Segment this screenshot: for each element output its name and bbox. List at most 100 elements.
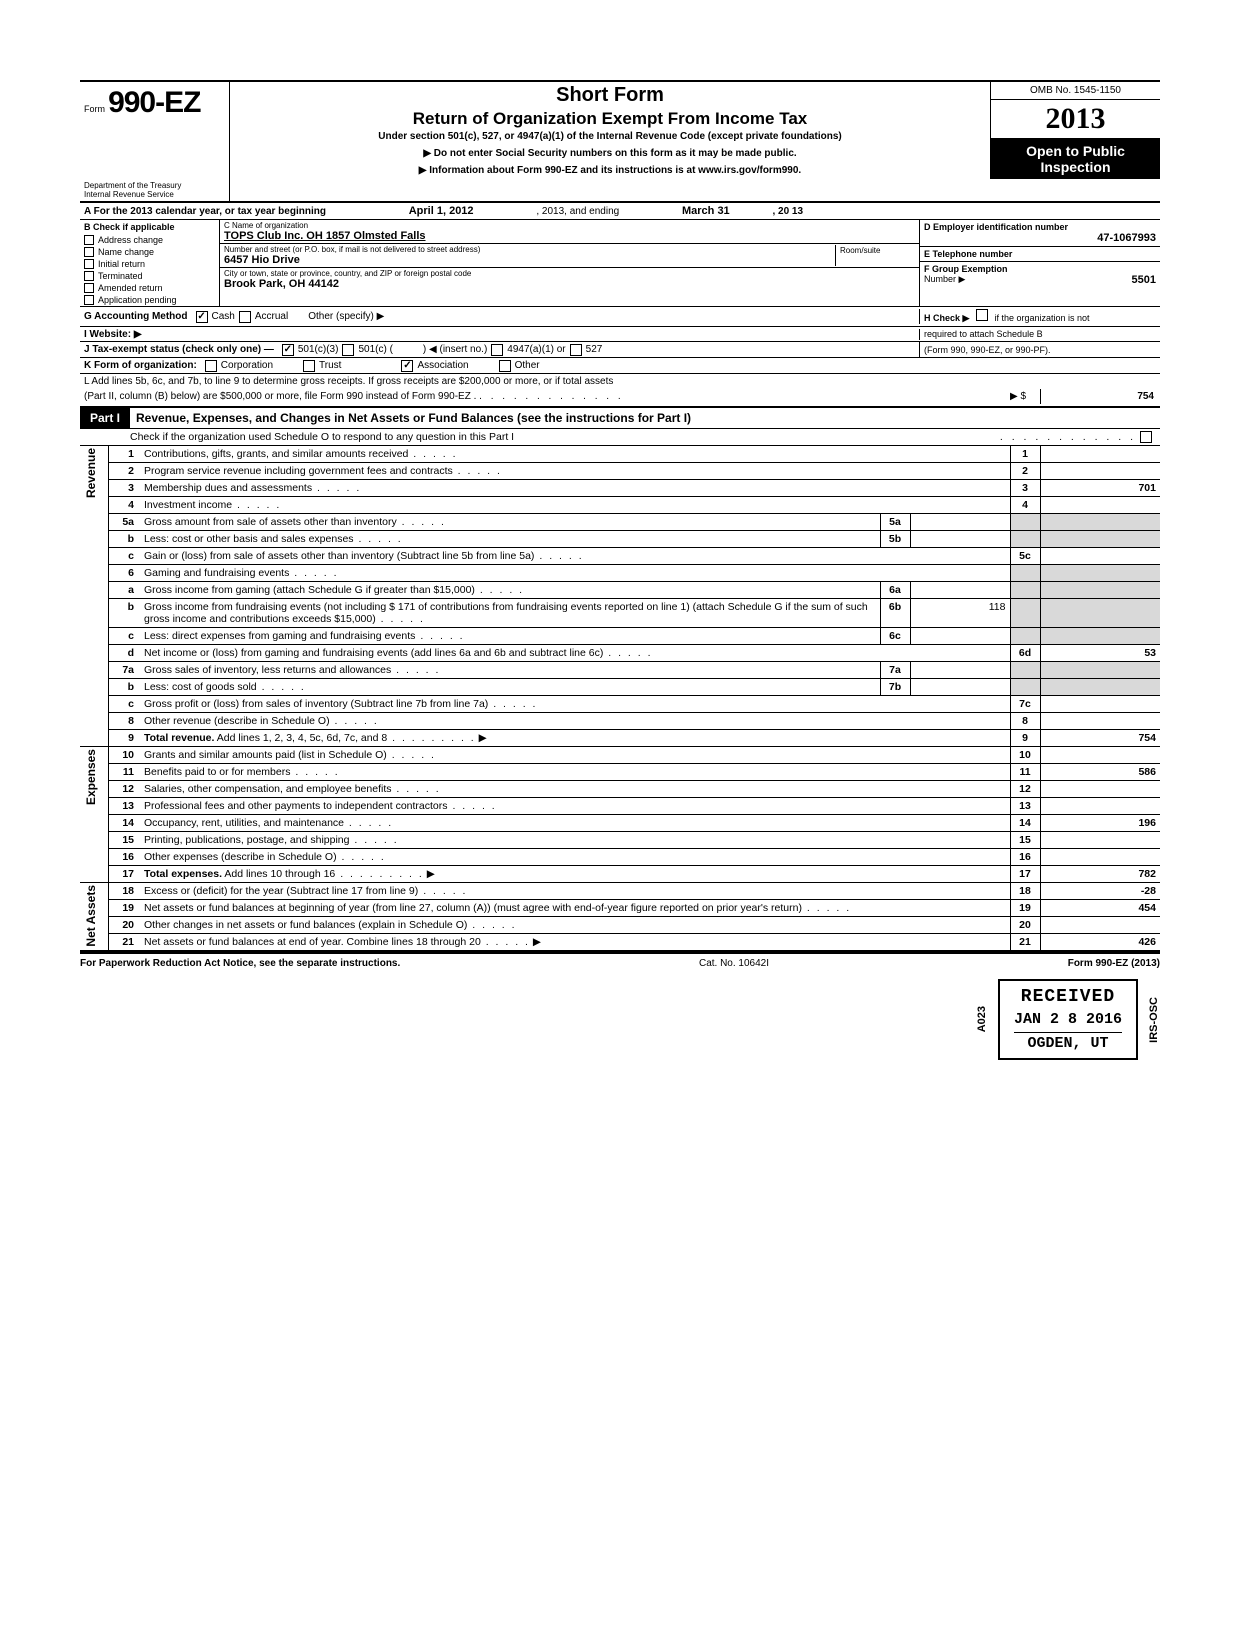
main-line-no: 12: [1010, 781, 1040, 798]
line-desc: Program service revenue including govern…: [140, 463, 1010, 480]
k-label: K Form of organization:: [80, 358, 201, 373]
sub-amount: [910, 628, 1010, 645]
chk-amended[interactable]: Amended return: [80, 282, 219, 294]
main-no-shade: [1010, 628, 1040, 645]
form-prefix: Form: [84, 104, 105, 114]
chk-4947[interactable]: [491, 344, 503, 356]
chk-501c3[interactable]: [282, 344, 294, 356]
table-row: 6Gaming and fundraising events . . . . .: [80, 565, 1160, 582]
group-exemption: F Group Exemption Number ▶ 5501: [920, 262, 1160, 306]
sub-line-no: 5b: [880, 531, 910, 548]
line-desc: Other expenses (describe in Schedule O) …: [140, 849, 1010, 866]
line-desc: Salaries, other compensation, and employ…: [140, 781, 1010, 798]
chk-h[interactable]: [976, 309, 988, 321]
line-number: 13: [108, 798, 140, 815]
ein-val: 47-1067993: [924, 232, 1156, 244]
line-l: L Add lines 5b, 6c, and 7b, to line 9 to…: [80, 373, 1160, 404]
main-line-no: 7c: [1010, 696, 1040, 713]
main-line-no: 1: [1010, 446, 1040, 463]
main-amt-shade: [1040, 514, 1160, 531]
street-val: 6457 Hio Drive: [224, 254, 835, 266]
main-no-shade: [1010, 531, 1040, 548]
table-row: 2Program service revenue including gover…: [80, 463, 1160, 480]
chk-initial-return[interactable]: Initial return: [80, 258, 219, 270]
main-line-no: 8: [1010, 713, 1040, 730]
main-line-no: 10: [1010, 747, 1040, 764]
checkbox-icon[interactable]: [84, 235, 94, 245]
group-label: Expenses: [84, 749, 98, 805]
main-amt-shade: [1040, 582, 1160, 599]
table-row: Revenue1Contributions, gifts, grants, an…: [80, 446, 1160, 463]
chk-sched-o[interactable]: [1140, 431, 1152, 443]
line-number: 12: [108, 781, 140, 798]
chk-address-change[interactable]: Address change: [80, 234, 219, 246]
chk-accrual[interactable]: [239, 311, 251, 323]
chk-terminated[interactable]: Terminated: [80, 270, 219, 282]
chk-assoc[interactable]: [401, 360, 413, 372]
line-g-h: G Accounting Method Cash Accrual Other (…: [80, 306, 1160, 326]
line-number: d: [108, 645, 140, 662]
checkbox-icon[interactable]: [84, 283, 94, 293]
line-number: c: [108, 628, 140, 645]
l-value: 754: [1040, 389, 1160, 404]
chk-corp[interactable]: [205, 360, 217, 372]
open-line2: Inspection: [993, 159, 1158, 175]
dept1: Department of the Treasury: [84, 181, 225, 190]
main-no-shade: [1010, 514, 1040, 531]
line-number: 7a: [108, 662, 140, 679]
chk-app-pending[interactable]: Application pending: [80, 294, 219, 306]
line-number: 4: [108, 497, 140, 514]
j-label: J Tax-exempt status (check only one) —: [80, 342, 278, 357]
main-line-no: 3: [1010, 480, 1040, 497]
sub-line-no: 7a: [880, 662, 910, 679]
chk-trust[interactable]: [303, 360, 315, 372]
main-line-no: 14: [1010, 815, 1040, 832]
chk-other-org[interactable]: [499, 360, 511, 372]
line-number: 1: [108, 446, 140, 463]
checkbox-icon[interactable]: [84, 295, 94, 305]
chk-name-change[interactable]: Name change: [80, 246, 219, 258]
footer: For Paperwork Reduction Act Notice, see …: [80, 952, 1160, 969]
line-k: K Form of organization: Corporation Trus…: [80, 357, 1160, 373]
line-desc: Grants and similar amounts paid (list in…: [140, 747, 1010, 764]
sched-o-check: Check if the organization used Schedule …: [80, 428, 1160, 445]
main-amount: [1040, 832, 1160, 849]
main-line-no: 9: [1010, 730, 1040, 747]
sub-line-no: 7b: [880, 679, 910, 696]
table-row: 16Other expenses (describe in Schedule O…: [80, 849, 1160, 866]
org-name: TOPS Club Inc. OH 1857 Olmsted Falls: [224, 230, 915, 242]
line-desc: Total expenses. Add lines 10 through 16 …: [140, 866, 1010, 883]
form-990ez: Form 990-EZ Short Form Return of Organiz…: [80, 80, 1160, 952]
section-bcdef: B Check if applicable Address change Nam…: [80, 219, 1160, 306]
city-field: City or town, state or province, country…: [220, 268, 919, 291]
main-line-no: 13: [1010, 798, 1040, 815]
checkbox-icon[interactable]: [84, 259, 94, 269]
table-row: bLess: cost or other basis and sales exp…: [80, 531, 1160, 548]
chk-cash[interactable]: [196, 311, 208, 323]
line-number: a: [108, 582, 140, 599]
line-desc: Membership dues and assessments . . . . …: [140, 480, 1010, 497]
period-end: March 31: [682, 205, 730, 217]
f-label: F Group Exemption: [924, 264, 1156, 274]
main-amount: [1040, 917, 1160, 934]
line-number: c: [108, 548, 140, 565]
form-id-box: Form 990-EZ: [80, 82, 230, 179]
checkbox-icon[interactable]: [84, 247, 94, 257]
line-desc: Contributions, gifts, grants, and simila…: [140, 446, 1010, 463]
table-row: 9Total revenue. Add lines 1, 2, 3, 4, 5c…: [80, 730, 1160, 747]
b-title: B Check if applicable: [80, 220, 219, 234]
main-amt-shade: [1040, 679, 1160, 696]
main-no-shade: [1010, 582, 1040, 599]
period-mid: , 2013, and ending: [536, 206, 619, 217]
line-number: 10: [108, 747, 140, 764]
main-amount: [1040, 747, 1160, 764]
line-desc: Gain or (loss) from sale of assets other…: [140, 548, 1010, 565]
sub-line-no: 6c: [880, 628, 910, 645]
room-suite: Room/suite: [835, 245, 915, 266]
line-desc: Gross income from gaming (attach Schedul…: [140, 582, 880, 599]
chk-527[interactable]: [570, 344, 582, 356]
line-number: 2: [108, 463, 140, 480]
checkbox-icon[interactable]: [84, 271, 94, 281]
line-number: 17: [108, 866, 140, 883]
chk-501c[interactable]: [342, 344, 354, 356]
